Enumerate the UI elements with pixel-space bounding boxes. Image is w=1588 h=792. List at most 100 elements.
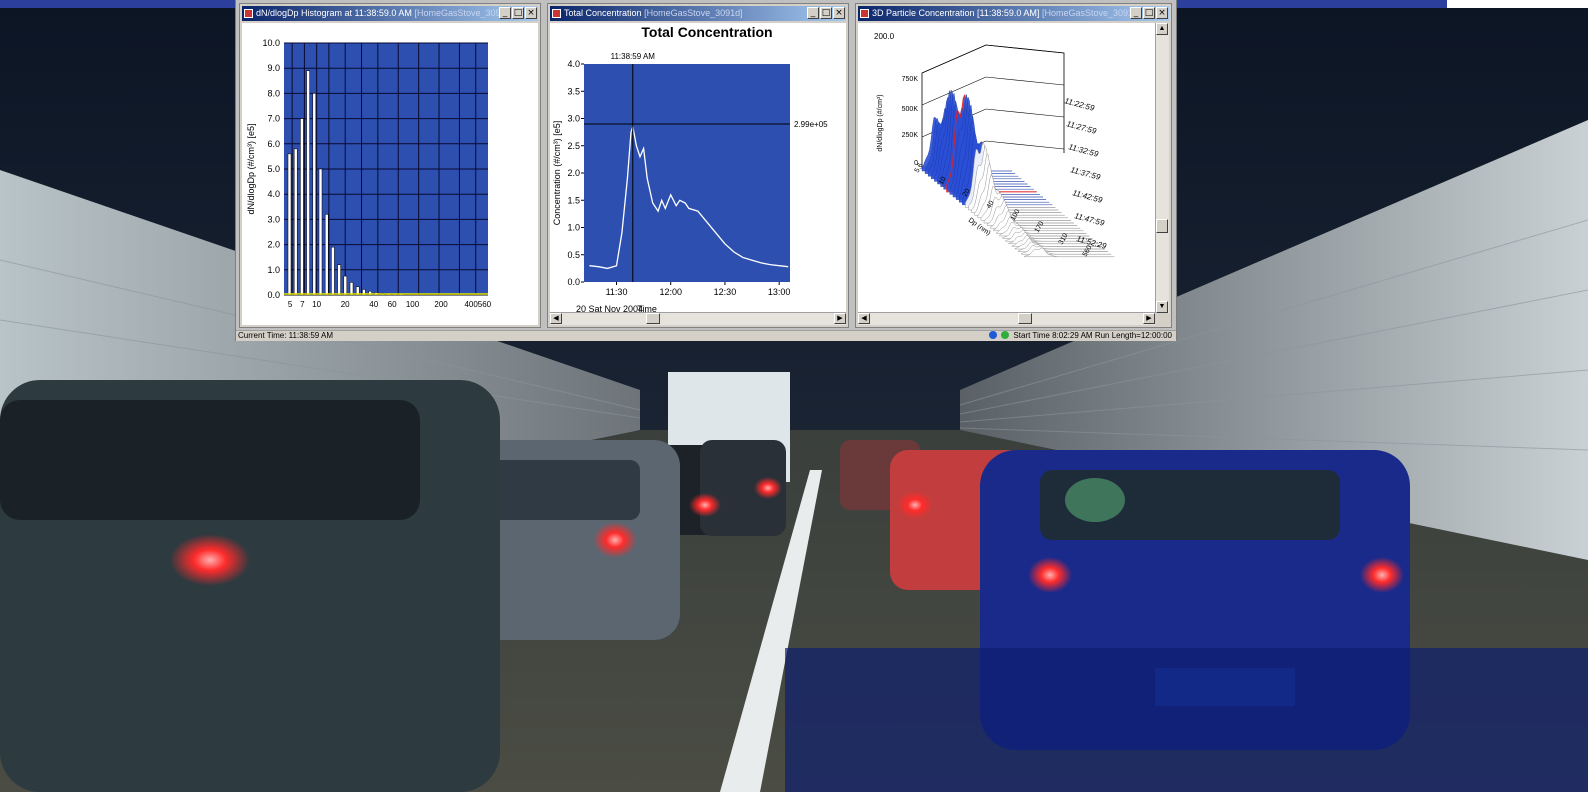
histogram-bar [324,214,329,296]
y-axis-label: dN/dlogDp (#/cm³) [e5] [246,123,256,214]
particle-3d-vscrollbar[interactable]: ▲ ▼ [1155,23,1169,313]
scroll-thumb[interactable] [1156,219,1168,233]
gridline [921,76,987,106]
x-tick-label: 170 [1034,220,1046,234]
top-accent-bar-left [0,0,237,8]
run-length-readout: Run Length=12:00:00 [1094,331,1172,340]
x-tick-label: 20 [962,188,972,198]
total-concentration-hscrollbar[interactable]: ◀ ▶ [550,312,846,325]
histogram-bar [300,118,304,296]
histogram-bar [368,290,372,296]
x-tick-label: 12:30 [714,287,737,297]
x-tick-label: 100 [406,300,420,309]
particle-3d-window[interactable]: 3D Particle Concentration [11:38:59.0 AM… [855,3,1172,328]
app-icon [244,9,253,18]
maximize-button[interactable]: □ [820,7,832,19]
x-tick-label: 5.6 [914,162,925,174]
x-tick-label: 560 [1082,244,1094,258]
time-tick-label: 11:42:59 [1071,188,1103,205]
x-tick-label: 60 [388,300,397,309]
total-concentration-chart[interactable]: Total Concentration 0.0 0.5 1.0 1.5 2.0 2.5 3.0… [550,23,846,314]
histogram-title-bar[interactable]: dN/dlogDp Histogram at 11:38:59.0 AM [Ho… [242,6,538,21]
total-concentration-window[interactable]: Total Concentration [HomeGasStove_3091d]… [547,3,849,328]
date-label: 20 Sat Nov 2004 [576,304,643,313]
z-tick-label: 0 [914,160,918,167]
gridline [985,108,1065,118]
histogram-bar [349,282,354,296]
y-tick-label: 8.0 [267,88,280,98]
scroll-left-arrow[interactable]: ◀ [550,313,562,324]
scroll-left-arrow[interactable]: ◀ [858,313,870,324]
waterfall-slice [1024,247,1115,258]
scroll-thumb[interactable] [1018,313,1032,324]
x-tick-label: 11:30 [606,287,628,297]
z-tick-label: 250K [902,132,919,139]
x-tick-label: 200 [434,300,448,309]
cursor-time-label: 11:38:59 AM [611,52,656,61]
minimize-button[interactable]: _ [807,7,819,19]
close-button[interactable]: × [525,7,537,19]
histogram-bar [337,264,341,296]
particle-3d-hscrollbar[interactable]: ◀ ▶ [858,312,1155,325]
histogram-bar [362,289,366,296]
particle-3d-chart[interactable]: 200.0 750K 500K 250K 0 dN/dlogDp (#/cm³) 5.6 10… [858,23,1155,313]
cursor-value-label: 2.99e+05 [794,120,828,129]
x-tick-label: 5 [288,300,293,309]
particle-3d-window-file: [HomeGasStove_3091d] [1041,8,1141,18]
y-axis-label: Concentration (#/cm³) [e5] [552,121,562,226]
time-tick-label: 11:32:59 [1067,142,1099,159]
x-tick-label: 20 [341,300,350,309]
y-tick-label: 1.0 [267,265,280,275]
histogram-window-title: dN/dlogDp Histogram at 11:38:59.0 AM [256,8,412,18]
particle-3d-title-bar[interactable]: 3D Particle Concentration [11:38:59.0 AM… [858,6,1169,21]
close-button[interactable]: × [833,7,845,19]
app-icon [552,9,561,18]
z-axis-label: dN/dlogDp (#/cm³) [877,94,884,151]
top-value-label: 200.0 [874,32,895,41]
scroll-thumb[interactable] [646,313,660,324]
x-tick-label: 310 [1058,232,1070,246]
z-tick-label: 500K [902,106,919,113]
y-tick-label: 0.0 [567,277,580,287]
scroll-up-arrow[interactable]: ▲ [1156,23,1168,35]
y-tick-label: 2.0 [267,240,280,250]
histogram-chart[interactable]: 0.0 1.0 2.0 3.0 4.0 5.0 6.0 7.0 8.0 9.0 10.0 5 7 10 20… [242,23,538,324]
minimize-button[interactable]: _ [1130,7,1142,19]
concentration-series-line [589,124,789,270]
scroll-right-arrow[interactable]: ▶ [834,313,846,324]
histogram-window-file: [HomeGasStove_3091d] [414,8,513,18]
time-tick-label: 11:22:59 [1063,96,1095,113]
x-tick-label: 100 [1010,208,1022,222]
histogram-bar [293,148,298,296]
histogram-bar [331,246,335,296]
total-concentration-title-bar[interactable]: Total Concentration [HomeGasStove_3091d]… [550,6,846,21]
current-time-readout: Current Time: 11:38:59 AM [238,331,334,340]
maximize-button[interactable]: □ [512,7,524,19]
plot-area [584,64,790,282]
gridline [985,76,1065,86]
maximize-button[interactable]: □ [1143,7,1155,19]
particle-3d-pane: 200.0 750K 500K 250K 0 dN/dlogDp (#/cm³) 5.6 10… [858,23,1155,325]
histogram-bar [355,286,360,296]
scroll-right-arrow[interactable]: ▶ [1143,313,1155,324]
y-tick-label: 4.0 [567,59,580,69]
y-tick-label: 3.0 [567,114,580,124]
total-concentration-window-file: [HomeGasStove_3091d] [644,8,743,18]
total-concentration-window-title: Total Concentration [564,8,642,18]
scroll-down-arrow[interactable]: ▼ [1156,301,1168,313]
blue-overlay-panel [785,648,1588,792]
gridline [921,44,987,74]
y-tick-label: 9.0 [267,63,280,73]
y-tick-label: 5.0 [267,164,280,174]
x-tick-label: 12:00 [659,287,682,297]
y-tick-label: 7.0 [267,114,280,124]
time-tick-label: 11:37:59 [1069,165,1101,182]
y-tick-label: 3.5 [567,86,580,96]
histogram-bar [343,275,348,296]
particle-3d-window-title: 3D Particle Concentration [11:38:59.0 AM… [872,8,1040,18]
y-tick-label: 2.0 [567,168,580,178]
x-tick-label: 400560 [464,300,491,309]
close-button[interactable]: × [1156,7,1168,19]
minimize-button[interactable]: _ [499,7,511,19]
histogram-window[interactable]: dN/dlogDp Histogram at 11:38:59.0 AM [Ho… [239,3,541,328]
